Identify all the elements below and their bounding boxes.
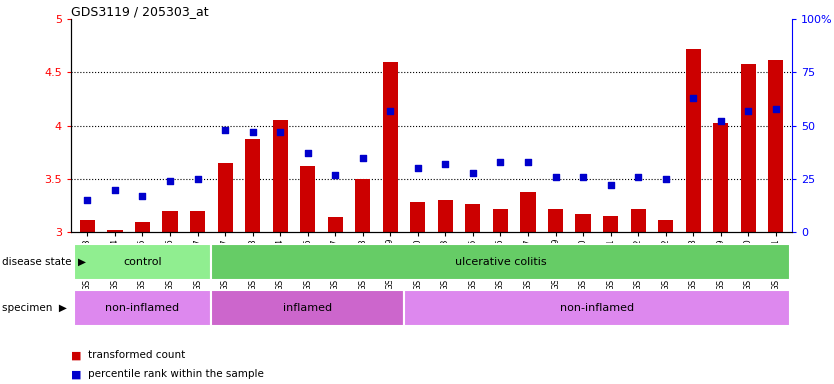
- Text: disease state  ▶: disease state ▶: [2, 257, 86, 267]
- Bar: [300, 166, 315, 232]
- Bar: [741, 64, 756, 232]
- Bar: [190, 211, 205, 232]
- Bar: [686, 49, 701, 232]
- Bar: [80, 220, 95, 232]
- Point: [686, 95, 700, 101]
- Bar: [438, 200, 453, 232]
- Text: non-inflamed: non-inflamed: [560, 303, 634, 313]
- Bar: [631, 209, 646, 232]
- Point: [301, 151, 314, 157]
- Text: GDS3119 / 205303_at: GDS3119 / 205303_at: [71, 5, 208, 18]
- Bar: [211, 244, 790, 280]
- Bar: [218, 163, 233, 232]
- Bar: [328, 217, 343, 232]
- Text: ulcerative colitis: ulcerative colitis: [455, 257, 546, 267]
- Point: [384, 108, 397, 114]
- Point: [741, 108, 755, 114]
- Text: inflamed: inflamed: [283, 303, 332, 313]
- Bar: [73, 244, 211, 280]
- Text: transformed count: transformed count: [88, 350, 185, 360]
- Point: [631, 174, 645, 180]
- Point: [411, 166, 425, 172]
- Bar: [383, 62, 398, 232]
- Bar: [603, 216, 618, 232]
- Point: [576, 174, 590, 180]
- Point: [604, 182, 617, 189]
- Point: [494, 159, 507, 165]
- Point: [163, 178, 177, 184]
- Point: [191, 176, 204, 182]
- Point: [329, 172, 342, 178]
- Bar: [520, 192, 535, 232]
- Bar: [355, 179, 370, 232]
- Point: [466, 170, 480, 176]
- Point: [246, 129, 259, 135]
- Bar: [493, 209, 508, 232]
- Bar: [108, 230, 123, 232]
- Point: [521, 159, 535, 165]
- Point: [274, 129, 287, 135]
- Bar: [575, 214, 590, 232]
- Bar: [465, 204, 480, 232]
- Point: [714, 118, 727, 124]
- Point: [659, 176, 672, 182]
- Point: [108, 187, 122, 193]
- Point: [549, 174, 562, 180]
- Bar: [548, 209, 563, 232]
- Bar: [245, 139, 260, 232]
- Bar: [73, 290, 211, 326]
- Text: control: control: [123, 257, 162, 267]
- Bar: [410, 202, 425, 232]
- Bar: [713, 122, 728, 232]
- Point: [769, 106, 782, 112]
- Point: [356, 155, 369, 161]
- Text: ■: ■: [71, 350, 82, 360]
- Bar: [135, 222, 150, 232]
- Text: specimen  ▶: specimen ▶: [2, 303, 67, 313]
- Bar: [768, 60, 783, 232]
- Bar: [163, 211, 178, 232]
- Bar: [211, 290, 404, 326]
- Point: [439, 161, 452, 167]
- Text: non-inflamed: non-inflamed: [105, 303, 179, 313]
- Bar: [404, 290, 790, 326]
- Bar: [658, 220, 673, 232]
- Bar: [273, 121, 288, 232]
- Point: [81, 197, 94, 204]
- Text: ■: ■: [71, 369, 82, 379]
- Point: [136, 193, 149, 199]
- Point: [219, 127, 232, 133]
- Text: percentile rank within the sample: percentile rank within the sample: [88, 369, 264, 379]
